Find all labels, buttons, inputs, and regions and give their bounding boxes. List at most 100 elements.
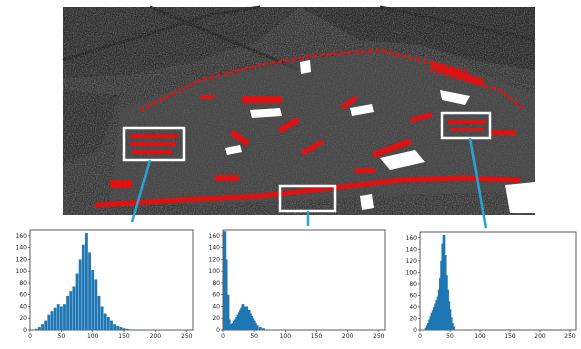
y-tick-label: 160	[16, 233, 28, 240]
detection-building-9	[230, 129, 250, 147]
histogram-bar	[34, 328, 38, 330]
y-tick-label: 20	[19, 315, 27, 322]
y-tick-label: 60	[212, 292, 220, 299]
histogram-left: 0 50 100 150 200 250 0 20 40 60 80 100 120 140 160	[16, 229, 194, 340]
x-tick-label: 0	[28, 333, 32, 340]
histogram-bar	[50, 311, 54, 330]
detection-building-8	[300, 139, 324, 156]
urban-area	[110, 50, 535, 205]
histogram-bar	[110, 320, 113, 330]
histogram-bar	[47, 314, 51, 330]
histogram-bar	[72, 286, 76, 330]
histogram-bar	[106, 317, 110, 330]
detection-road-right	[429, 68, 526, 112]
histogram-bar	[258, 327, 262, 330]
box-right-building-cluster	[440, 111, 492, 140]
connectors	[130, 137, 488, 229]
histogram-bar	[91, 270, 95, 330]
histogram-bar	[265, 329, 269, 330]
histogram-bar	[53, 307, 57, 330]
histogram-bar	[81, 244, 85, 330]
histogram-bar	[66, 295, 70, 330]
x-tick-label: 200	[342, 333, 354, 340]
y-tick-label: 120	[16, 256, 28, 263]
histogram-bar	[69, 291, 73, 330]
histogram-bar	[122, 328, 126, 330]
detection-building-7	[340, 95, 359, 110]
histogram-right: 0 50 100 150 200 250 0 20 40 60 80 100 120 140 160	[406, 231, 577, 340]
histogram-bar	[75, 273, 79, 330]
y-tick-label: 0	[216, 327, 220, 334]
histogram-bar	[113, 324, 117, 330]
histogram-bar	[85, 232, 88, 330]
x-tick-label: 150	[118, 333, 130, 340]
building-white-5	[505, 182, 535, 213]
y-tick-label: 40	[409, 304, 417, 311]
connector-left	[130, 159, 152, 223]
detection-road-bottom	[94, 175, 521, 208]
x-tick-label: 250	[373, 333, 385, 340]
box-left-building-cluster	[122, 126, 186, 162]
detection-building-11	[409, 112, 433, 123]
y-tick-label: 40	[19, 303, 27, 310]
building-white-6	[300, 60, 311, 74]
histogram-bar	[100, 306, 104, 330]
box-left-mark-3	[132, 150, 172, 154]
x-tick-label: 100	[280, 333, 292, 340]
connector-right	[468, 137, 488, 229]
y-tick-label: 80	[212, 280, 220, 287]
histogram-bar	[88, 252, 91, 330]
y-tick-label: 40	[212, 303, 220, 310]
y-tick-label: 20	[409, 315, 417, 322]
detection-building-12	[355, 168, 375, 173]
histogram-bar	[125, 328, 129, 330]
y-tick-label: 100	[406, 269, 418, 276]
building-white-2	[380, 150, 425, 170]
y-tick-label: 80	[19, 280, 27, 287]
x-tick-label: 50	[446, 333, 454, 340]
x-tick-label: 50	[250, 333, 258, 340]
building-white-1	[250, 108, 282, 118]
building-white-7	[225, 145, 242, 155]
histogram-bar	[59, 306, 63, 330]
histogram-bar	[41, 324, 44, 330]
x-tick-label: 0	[221, 333, 225, 340]
x-tick-label: 50	[58, 333, 66, 340]
x-tick-label: 250	[181, 333, 193, 340]
building-white-4	[350, 104, 374, 116]
histogram-bar	[128, 329, 132, 330]
red-detections	[94, 48, 526, 208]
y-tick-label: 120	[209, 256, 221, 263]
histogram-bar	[452, 326, 455, 330]
histogram-bar	[262, 328, 265, 330]
detection-building-6	[110, 180, 132, 188]
detection-building-13	[490, 130, 516, 135]
x-tick-label: 200	[534, 333, 546, 340]
x-tick-label: 150	[311, 333, 323, 340]
histogram-bar	[56, 304, 60, 330]
detection-building-4	[430, 60, 485, 87]
histogram-bar	[37, 327, 41, 330]
histogram-bar	[103, 313, 107, 330]
y-tick-label: 0	[23, 327, 27, 334]
histogram-bar	[116, 325, 120, 330]
histogram-bar	[226, 294, 230, 330]
histogram-bar	[119, 327, 123, 330]
x-tick-label: 100	[474, 333, 486, 340]
histogram-bar	[97, 295, 101, 330]
box-right-mark-2	[450, 128, 484, 131]
detection-building-1	[242, 96, 282, 103]
y-tick-label: 100	[209, 268, 221, 275]
building-white-8	[360, 194, 374, 210]
y-tick-label: 100	[16, 268, 28, 275]
x-tick-label: 150	[504, 333, 516, 340]
box-left-mark-1	[130, 134, 178, 138]
detection-building-2	[277, 116, 301, 134]
box-left-mark-2	[130, 142, 176, 146]
box-right-mark-1	[448, 120, 486, 124]
y-tick-label: 140	[16, 245, 28, 252]
histogram-middle: 0 50 100 150 200 250 0 20 40 60 80 100 120 140 160	[209, 229, 386, 340]
y-tick-label: 20	[212, 315, 220, 322]
x-tick-label: 200	[150, 333, 162, 340]
